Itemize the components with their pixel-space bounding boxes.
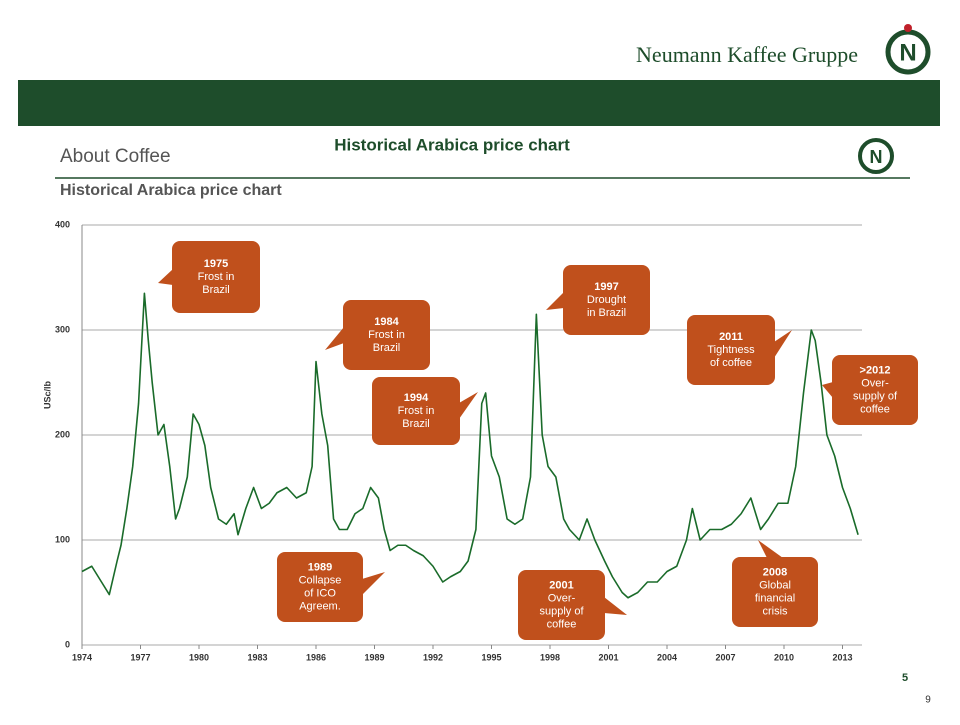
callout-text: Brazil [373, 342, 401, 354]
callout-text: Collapse [299, 574, 342, 586]
y-tick-label: 300 [55, 324, 70, 334]
y-axis-label: USc/lb [42, 380, 52, 409]
callout-text: 1989 [308, 561, 332, 573]
callout-text: crisis [762, 605, 788, 617]
logo: N [885, 24, 931, 75]
callout-box [687, 315, 775, 385]
x-tick-label: 1977 [130, 652, 150, 662]
callout-text: 2008 [763, 566, 787, 578]
callout-text: 1994 [404, 392, 429, 404]
callout-text: 2011 [719, 331, 743, 343]
page-number: 9 [925, 695, 931, 706]
brand: Neumann Kaffee Gruppe [636, 42, 858, 67]
y-tick-label: 100 [55, 534, 70, 544]
callout-text: >2012 [860, 364, 891, 376]
callout-box [732, 557, 818, 627]
x-tick-label: 2004 [657, 652, 677, 662]
callout-box [172, 241, 260, 313]
callout-text: of coffee [710, 357, 752, 369]
callout-pointer [758, 540, 783, 558]
callout-text: 1997 [594, 281, 618, 293]
callout-text: Global [759, 579, 791, 591]
slide-number: 5 [902, 672, 908, 684]
callout-text: Brazil [202, 284, 230, 296]
header-bar [18, 80, 940, 126]
subtitle: Historical Arabica price chart [60, 182, 282, 199]
x-tick-label: 1989 [364, 652, 384, 662]
x-tick-label: 2007 [715, 652, 735, 662]
callout-box [563, 265, 650, 335]
callout-pointer [325, 327, 344, 350]
callout-text: 1975 [204, 258, 228, 270]
callout-box [343, 300, 430, 370]
callout-pointer [459, 392, 478, 419]
x-tick-label: 1998 [540, 652, 560, 662]
x-tick-label: 2013 [832, 652, 852, 662]
callout-text: Brazil [402, 418, 430, 430]
x-tick-label: 1986 [306, 652, 326, 662]
callout-text: Agreem. [299, 600, 341, 612]
svg-text:N: N [870, 147, 883, 167]
callout-text: Over- [861, 377, 889, 389]
callout-text: Over- [548, 592, 576, 604]
callout-text: 1984 [374, 316, 399, 328]
callout-text: Drought [587, 294, 626, 306]
callout-pointer [774, 330, 792, 358]
slide-title: Historical Arabica price chart [334, 135, 570, 154]
x-tick-label: 1980 [189, 652, 209, 662]
svg-text:N: N [899, 39, 916, 66]
section: About Coffee [60, 146, 171, 167]
y-tick-label: 0 [65, 639, 70, 649]
callout-text: financial [755, 592, 795, 604]
x-tick-label: 1992 [423, 652, 443, 662]
callout-pointer [362, 572, 385, 595]
callout-pointer [546, 292, 564, 310]
callout-pointer [604, 597, 627, 615]
callout-text: in Brazil [587, 307, 626, 319]
callout-text: 2001 [549, 579, 573, 591]
callout-text: Frost in [198, 271, 235, 283]
x-tick-label: 1995 [481, 652, 501, 662]
x-tick-label: 1974 [72, 652, 92, 662]
y-tick-label: 200 [55, 429, 70, 439]
callout-text: supply of [539, 605, 584, 617]
callout-pointer [822, 382, 833, 398]
callout-text: coffee [860, 403, 890, 415]
x-tick-label: 1983 [247, 652, 267, 662]
callout-text: coffee [547, 618, 577, 630]
callout-text: Frost in [398, 405, 435, 417]
callout-text: Frost in [368, 329, 405, 341]
callout-box [832, 355, 918, 425]
callout-box [277, 552, 363, 622]
callout-pointer [158, 269, 173, 285]
logo-small: N [858, 138, 894, 174]
x-tick-label: 2001 [598, 652, 618, 662]
callout-text: of ICO [304, 587, 336, 599]
callout-text: supply of [853, 390, 898, 402]
price-line [81, 292, 859, 599]
x-tick-label: 2010 [774, 652, 794, 662]
callout-text: Tightness [707, 344, 755, 356]
callout-box [518, 570, 605, 640]
y-tick-label: 400 [55, 219, 70, 229]
callout-box [372, 377, 460, 445]
